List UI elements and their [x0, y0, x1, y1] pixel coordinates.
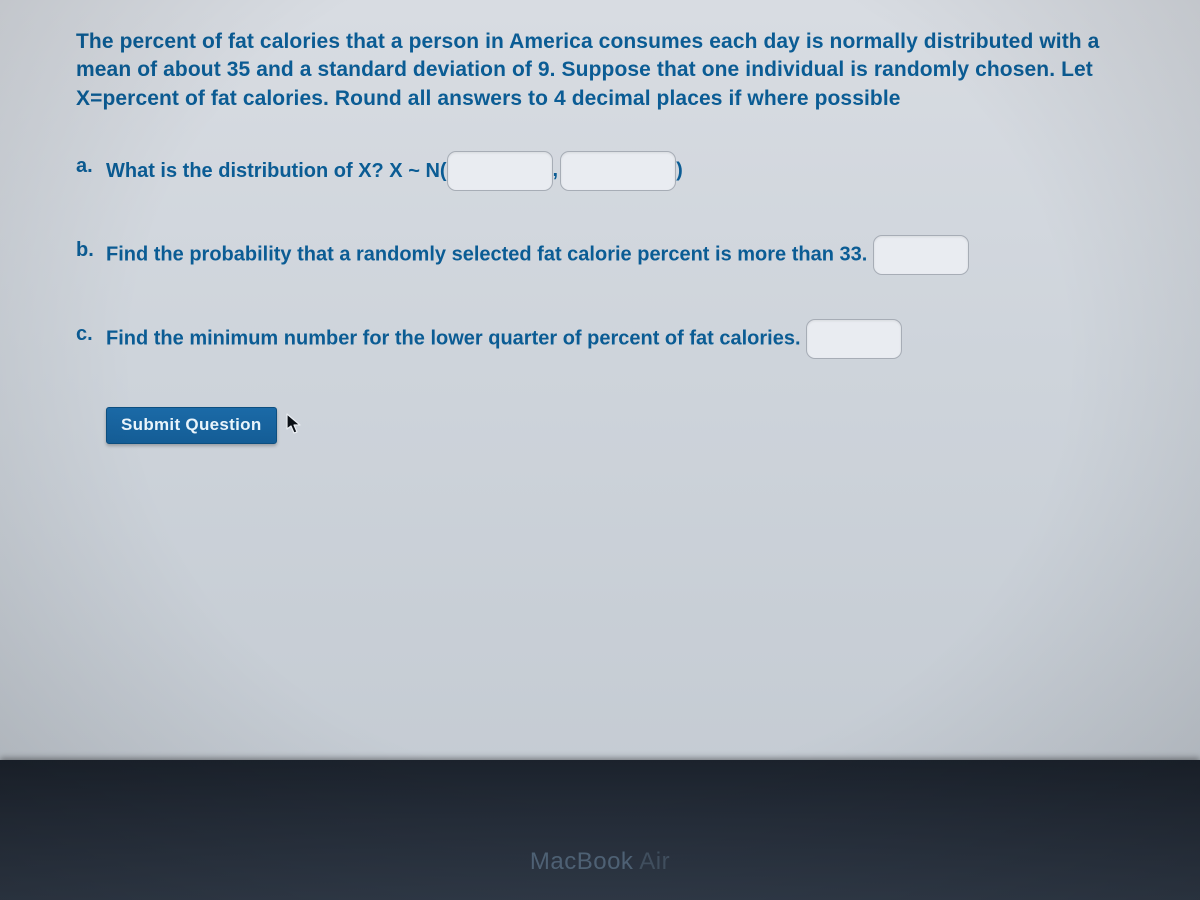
laptop-label: MacBook Air: [530, 848, 670, 876]
question-c-text: Find the minimum number for the lower qu…: [106, 327, 801, 349]
problem-intro: The percent of fat calories that a perso…: [76, 28, 1124, 113]
question-a-prefix: What is the distribution of X? X ~ N(: [106, 160, 447, 182]
question-c: Find the minimum number for the lower qu…: [76, 319, 1124, 359]
question-b: Find the probability that a randomly sel…: [76, 235, 1124, 275]
question-a-suffix: ): [676, 159, 683, 181]
laptop-bezel: MacBook Air: [0, 760, 1200, 900]
input-mean[interactable]: [447, 151, 553, 191]
input-stddev[interactable]: [560, 151, 676, 191]
question-a: What is the distribution of X? X ~ N(,): [76, 151, 1124, 191]
input-lower-quartile[interactable]: [806, 319, 902, 359]
question-b-text: Find the probability that a randomly sel…: [106, 243, 867, 265]
submit-button[interactable]: Submit Question: [106, 407, 277, 444]
cursor-icon: [286, 413, 302, 435]
input-probability[interactable]: [873, 235, 969, 275]
comma-separator: ,: [553, 155, 559, 185]
laptop-model: Air: [633, 848, 670, 875]
laptop-brand: MacBook: [530, 848, 634, 875]
